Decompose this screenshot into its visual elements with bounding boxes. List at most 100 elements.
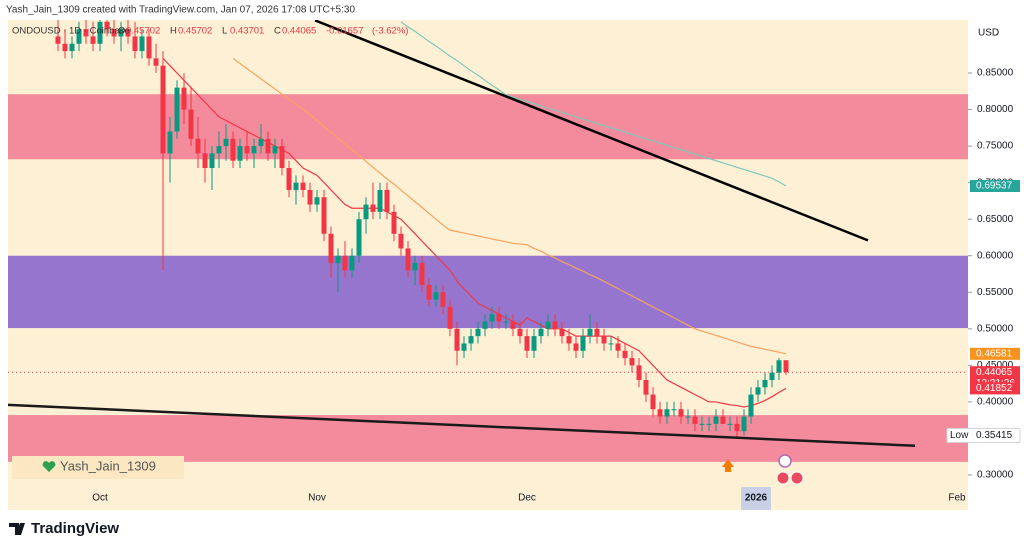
event-icon [790, 471, 804, 485]
ohlc-label: L [222, 26, 227, 37]
candle-body [622, 350, 628, 359]
trendline [8, 403, 916, 448]
change-pct: (-3.62%) [372, 26, 408, 37]
trendline [314, 20, 869, 242]
candle-body [769, 372, 775, 380]
candle-body [216, 146, 222, 154]
candle-body [559, 328, 565, 337]
candle-body [692, 416, 698, 424]
candle-body [104, 21, 110, 30]
candle-body [489, 314, 495, 322]
ohlc-value: 0.45702 [126, 26, 160, 37]
y-tick-label: 0.30000 [977, 470, 1014, 481]
brand: TradingView [31, 520, 119, 537]
x-tick-label: Oct [92, 493, 108, 504]
candle-body [342, 255, 348, 271]
candle-body [272, 146, 278, 154]
price-tag [970, 347, 1020, 360]
candle-body [440, 292, 446, 307]
zone [8, 415, 968, 462]
candle-body [741, 416, 747, 432]
ohlc-value: 0.44065 [282, 26, 316, 37]
candle-body [111, 29, 117, 37]
candle-body [188, 109, 194, 139]
x-tick-label: Nov [308, 493, 326, 504]
candle-body [524, 336, 530, 351]
symbol: ONDOUSD · 1D · Coinbase [12, 26, 130, 37]
candle-body [300, 182, 306, 190]
low-tag-box [946, 427, 1021, 443]
candle-body [713, 416, 719, 424]
candle-body [328, 233, 334, 264]
candle-body [699, 423, 705, 425]
time-axis [8, 487, 968, 510]
candle-body [475, 328, 481, 337]
date-highlight [741, 487, 771, 510]
candle-body [566, 336, 572, 344]
candle-body [251, 146, 257, 154]
ohlc-label: C [274, 26, 281, 37]
x-tick-label: Dec [518, 493, 536, 504]
brand-logo [9, 523, 25, 535]
y-tick-label: 0.80000 [977, 104, 1014, 115]
candle-body [419, 263, 425, 285]
candle-body [307, 189, 313, 205]
candle-body [643, 379, 649, 395]
candle-body [377, 189, 383, 212]
price-tag-label: 0.46581 [976, 348, 1013, 359]
watermark: Yash_Jain_1309 [60, 458, 156, 473]
candle-body [412, 263, 418, 271]
candle-body [258, 138, 264, 147]
price-tag [970, 382, 1020, 395]
price-tag-label: 0.44065 [976, 367, 1013, 378]
candle-body [762, 379, 768, 388]
candle-body [482, 321, 488, 329]
candle-body [671, 409, 677, 411]
y-tick-label: 0.50000 [977, 323, 1014, 334]
candle-body [370, 204, 376, 212]
candle-body [629, 358, 635, 366]
candle-body [573, 343, 579, 351]
candle-body [146, 36, 152, 59]
moving-average [400, 21, 787, 187]
y-tick-label: 0.40000 [977, 397, 1014, 408]
candle-body [97, 21, 103, 44]
candle-body [776, 360, 782, 373]
candle-body [447, 306, 453, 329]
candle-body [167, 131, 173, 154]
candle-body [552, 321, 558, 329]
currency: USD [978, 28, 999, 39]
watermark-box [12, 456, 184, 479]
candle-body [174, 87, 180, 132]
candle-body [685, 416, 691, 418]
candle-body [160, 65, 166, 154]
ohlc-value: 0.43701 [230, 26, 264, 37]
candle-body [125, 29, 131, 37]
candle-body [265, 138, 271, 154]
heart-icon [42, 461, 56, 472]
candle-body [244, 146, 250, 154]
candle-body [678, 409, 684, 417]
zone [8, 94, 968, 160]
candle-body [783, 360, 789, 373]
candle-body [580, 336, 586, 351]
y-tick-label: 0.75000 [977, 141, 1014, 152]
event-icon [778, 454, 792, 468]
price-tag-label: 0.69537 [976, 181, 1013, 192]
candle-body [615, 343, 621, 351]
candle-body [531, 336, 537, 351]
candle-body [181, 87, 187, 110]
credit: Yash_Jain_1309 created with TradingView.… [6, 5, 355, 16]
candle-body [363, 204, 369, 220]
candle-body [69, 43, 75, 52]
change: -0.01657 [326, 26, 364, 37]
candle-body [118, 29, 124, 37]
candle-body [237, 146, 243, 161]
low-tag-label: Low [950, 430, 969, 441]
candle-body [209, 153, 215, 169]
candle-body [398, 233, 404, 249]
candle-body [349, 255, 355, 271]
event-arrow [722, 459, 734, 472]
candle-body [706, 423, 712, 425]
